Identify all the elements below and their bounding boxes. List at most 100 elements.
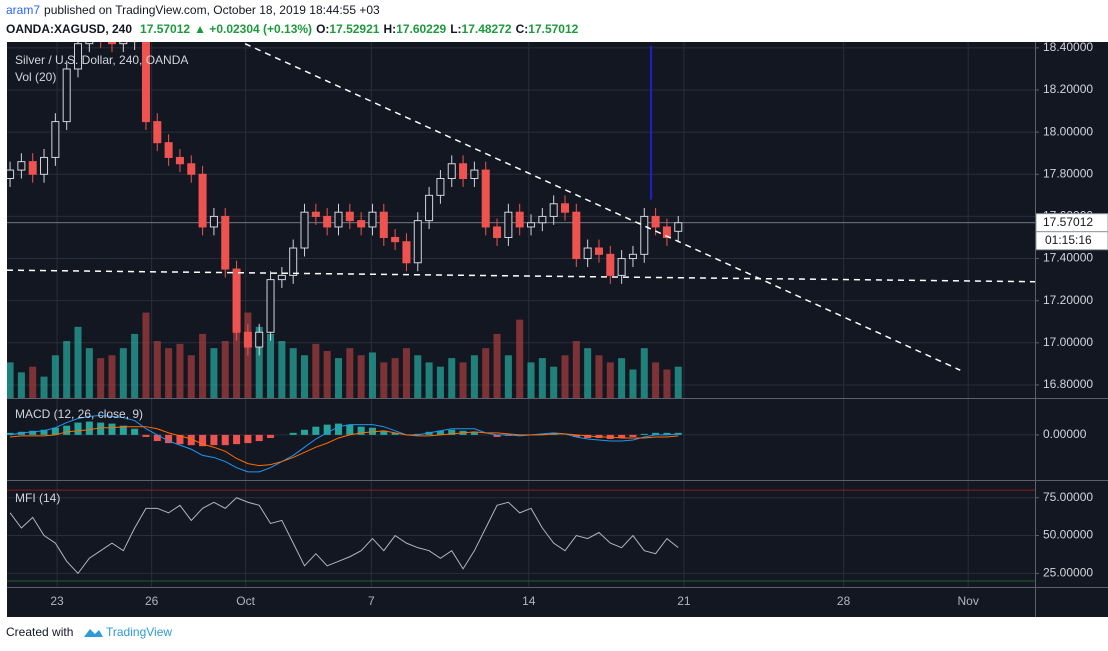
candle-body — [255, 331, 264, 348]
y-tick-label: 0.00000 — [1043, 427, 1087, 441]
macd-histogram-bar — [436, 430, 444, 435]
volume-bar — [561, 355, 569, 398]
user[interactable]: aram7 — [6, 3, 40, 17]
macd-histogram-bar — [346, 424, 354, 435]
macd-histogram-bar — [51, 427, 59, 435]
candle-body — [175, 156, 184, 165]
macd-histogram-bar — [652, 432, 660, 435]
volume-bar — [233, 319, 241, 398]
macd-histogram-bar — [187, 434, 195, 446]
mfi-legend: MFI (14) — [15, 491, 60, 505]
volume-bar — [119, 348, 127, 398]
volume-bar — [357, 355, 365, 398]
volume-bar — [301, 355, 309, 398]
macd-histogram-bar — [17, 431, 25, 435]
volume-bar — [414, 355, 422, 398]
candle-body — [538, 215, 547, 224]
volume-bar — [572, 341, 580, 398]
candle-body — [572, 211, 581, 260]
footer-text: Created with — [6, 625, 73, 639]
volume-bar — [504, 355, 512, 398]
macd-histogram-bar — [584, 434, 592, 438]
volume-bar — [334, 358, 343, 398]
candle-body — [368, 211, 377, 228]
c-label: C: — [516, 22, 529, 36]
volume-bar — [63, 341, 71, 398]
volume-bar — [482, 348, 490, 398]
macd-histogram-bar — [629, 434, 637, 437]
macd-histogram-bar — [119, 425, 127, 435]
countdown: 01:15:16 — [1045, 233, 1092, 247]
volume-bar — [74, 326, 82, 398]
candle-body — [640, 215, 649, 255]
volume-bar — [459, 362, 467, 398]
candle-body — [459, 163, 468, 180]
volume-bar — [176, 343, 184, 398]
macd-histogram-bar — [29, 430, 37, 435]
volume-bar — [108, 355, 116, 398]
y-tick-label: 18.20000 — [1043, 82, 1093, 96]
volume-bar — [165, 348, 173, 398]
macd-histogram-bar — [312, 426, 320, 435]
volume-bar — [470, 355, 478, 398]
y-tick-label: 17.20000 — [1043, 293, 1093, 307]
candle-body — [334, 211, 343, 228]
candle-body — [107, 42, 116, 45]
candle-body — [493, 226, 502, 238]
candle-body — [243, 331, 252, 348]
macd-histogram-bar — [153, 434, 161, 442]
volume-bar — [595, 355, 603, 398]
macd-histogram-bar — [85, 421, 93, 435]
macd-legend: MACD (12, 26, close, 9) — [15, 407, 143, 421]
volume-bar — [312, 343, 320, 398]
macd-histogram-bar — [368, 427, 376, 435]
volume-bar — [29, 366, 37, 398]
candle-body — [436, 178, 445, 196]
macd-pane — [7, 414, 682, 473]
candle-body — [391, 236, 400, 243]
l-label: L: — [450, 22, 461, 36]
x-tick-label: 28 — [837, 594, 851, 608]
y-tick-label: 17.80000 — [1043, 166, 1093, 180]
volume-bar — [663, 369, 671, 398]
candle-body — [628, 253, 637, 260]
macd-histogram-bar — [165, 434, 173, 444]
x-tick-label: 21 — [677, 594, 691, 608]
volume-bar — [142, 312, 150, 398]
macd-histogram-bar — [244, 434, 252, 444]
volume-bar — [550, 366, 558, 398]
macd-histogram-bar — [470, 431, 478, 435]
candle-body — [300, 211, 309, 249]
volume-bar — [289, 348, 297, 398]
published: published on TradingView.com, October 18… — [44, 3, 380, 17]
macd-histogram-bar — [674, 432, 682, 435]
volume-bar — [640, 348, 648, 398]
candle-body — [323, 215, 332, 228]
candle-body — [594, 247, 603, 255]
candle-body — [198, 173, 207, 228]
candle-body — [51, 121, 60, 158]
macd-histogram-bar — [97, 422, 105, 435]
candle-body — [40, 156, 49, 175]
c-value: 17.57012 — [528, 22, 578, 36]
chart-background — [7, 42, 1108, 617]
mfi-line — [9, 497, 679, 575]
candle-body — [232, 268, 241, 333]
macd-histogram-bar — [7, 432, 14, 435]
y-tick-label: 75.00000 — [1043, 490, 1093, 504]
volume-bar — [629, 369, 637, 398]
signal-line — [10, 426, 679, 467]
volume-bar — [436, 366, 444, 398]
tradingview-logo — [84, 629, 103, 637]
volume-bar — [380, 362, 388, 398]
volume-bar — [493, 333, 501, 398]
footer-brand[interactable]: TradingView — [106, 625, 172, 639]
macd-histogram-bar — [131, 428, 139, 435]
y-tick-label: 18.00000 — [1043, 124, 1093, 138]
candle-body — [413, 220, 422, 264]
candle-body — [164, 142, 173, 158]
volume-bar — [674, 366, 682, 398]
y-tick-label: 17.00000 — [1043, 335, 1093, 349]
